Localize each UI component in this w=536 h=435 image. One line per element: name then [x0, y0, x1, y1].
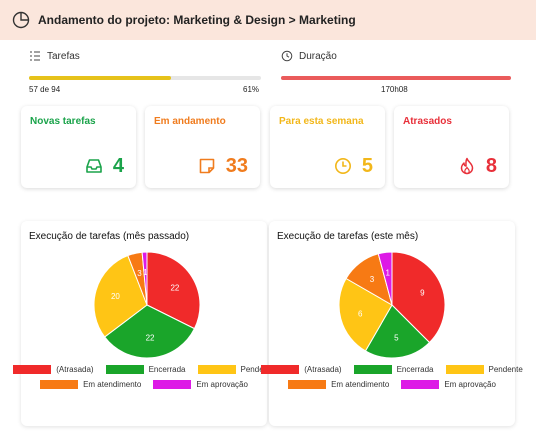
tasks-progress-text: 57 de 94	[29, 85, 61, 94]
pie-slice-label: 1	[143, 268, 148, 277]
card-this-week[interactable]: Para esta semana 5	[270, 106, 385, 188]
legend-swatch	[153, 380, 192, 389]
legend-label: (Atrasada)	[304, 365, 342, 374]
pie-chart-icon	[12, 11, 30, 29]
clock-icon	[334, 157, 352, 175]
chart-panel-this-month: Execução de tarefas (este mês) 9 5 6 3 1 (At…	[261, 221, 523, 426]
tasks-percent-text: 61%	[243, 85, 260, 94]
legend-swatch	[105, 365, 144, 374]
legend-label: Encerrada	[396, 365, 434, 374]
legend-swatch	[445, 365, 484, 374]
chart-title: Execução de tarefas (este mês)	[277, 231, 419, 242]
legend-item-encerrada[interactable]: Encerrada	[353, 365, 434, 374]
pie-slice-label: 3	[370, 275, 375, 284]
legend-item-em-atendimento[interactable]: Em atendimento	[288, 380, 389, 389]
legend-swatch	[40, 380, 79, 389]
legend-label: Em aprovação	[196, 380, 248, 389]
pie-slice-emaprovação[interactable]	[377, 251, 393, 306]
card-label: Novas tarefas	[30, 116, 96, 127]
card-label: Atrasados	[403, 116, 452, 127]
pie-slice-pendente[interactable]	[93, 254, 148, 338]
legend-item-atrasada[interactable]: (Atrasada)	[261, 365, 342, 374]
tasks-progress-fill	[29, 76, 171, 80]
legend-swatch	[401, 380, 440, 389]
duration-progress-fill	[281, 76, 511, 80]
pie-slice-encerrada[interactable]	[104, 304, 196, 359]
card-count: 33	[225, 155, 248, 177]
clock-icon	[281, 50, 293, 62]
chart-legend: (Atrasada) Encerrada Pendente Em atendim…	[13, 365, 275, 395]
pie-slice-atrasada[interactable]	[391, 251, 446, 344]
card-label: Para esta semana	[279, 116, 364, 127]
card-count: 5	[361, 155, 373, 177]
pie-slice-encerrada[interactable]	[364, 304, 431, 359]
pie-slice-label: 6	[358, 310, 363, 319]
legend-swatch	[288, 380, 327, 389]
card-new-tasks[interactable]: Novas tarefas 4	[21, 106, 136, 188]
inbox-icon	[85, 157, 103, 175]
chart-legend: (Atrasada) Encerrada Pendente Em atendim…	[261, 365, 523, 395]
legend-label: Em aprovação	[444, 380, 496, 389]
chart-title: Execução de tarefas (mês passado)	[29, 231, 190, 242]
legend-label: Em atendimento	[83, 380, 142, 389]
pie-chart-this-month: 9 5 6 3 1	[338, 251, 446, 359]
tasks-progress-bar	[29, 76, 261, 80]
duration-label: Duração	[299, 50, 337, 62]
tasks-label: Tarefas	[47, 50, 80, 62]
legend-label: Pendente	[488, 365, 523, 374]
pie-slice-atrasada[interactable]	[146, 251, 201, 330]
legend-swatch	[197, 365, 236, 374]
pie-slice-label: 22	[146, 334, 155, 343]
note-icon	[198, 157, 216, 175]
chart-panel-last-month: Execução de tarefas (mês passado) 22 22 20…	[13, 221, 275, 426]
card-count: 8	[485, 155, 497, 177]
list-icon	[29, 50, 41, 62]
legend-item-em-aprovacao[interactable]: Em aprovação	[401, 380, 496, 389]
pie-slice-label: 20	[111, 292, 120, 301]
pie-chart-last-month: 22 22 20 3 1	[93, 251, 201, 359]
legend-label: Pendente	[240, 365, 275, 374]
pie-slice-label: 1	[385, 268, 390, 277]
card-overdue[interactable]: Atrasados 8	[394, 106, 509, 188]
legend-swatch	[353, 365, 392, 374]
legend-label: (Atrasada)	[56, 365, 94, 374]
pie-slice-emaprovação[interactable]	[141, 251, 148, 306]
legend-label: Encerrada	[148, 365, 186, 374]
duration-metric: Duração	[281, 50, 337, 62]
legend-swatch	[261, 365, 300, 374]
card-label: Em andamento	[154, 116, 226, 127]
page-title: Andamento do projeto: Marketing & Design…	[38, 13, 356, 27]
duration-progress-bar	[281, 76, 511, 80]
card-in-progress[interactable]: Em andamento 33	[145, 106, 260, 188]
legend-item-encerrada[interactable]: Encerrada	[105, 365, 186, 374]
legend-item-pendente[interactable]: Pendente	[445, 365, 523, 374]
legend-item-em-aprovacao[interactable]: Em aprovação	[153, 380, 248, 389]
pie-slice-label: 5	[394, 334, 399, 343]
pie-slice-label: 3	[137, 269, 142, 278]
duration-value-text: 170h08	[381, 85, 408, 94]
legend-swatch	[13, 365, 52, 374]
legend-label: Em atendimento	[331, 380, 390, 389]
card-count: 4	[112, 155, 124, 177]
legend-item-pendente[interactable]: Pendente	[197, 365, 275, 374]
page-header: Andamento do projeto: Marketing & Design…	[0, 0, 536, 40]
tasks-metric: Tarefas	[29, 50, 80, 62]
flame-icon	[458, 157, 476, 175]
legend-item-atrasada[interactable]: (Atrasada)	[13, 365, 94, 374]
legend-item-em-atendimento[interactable]: Em atendimento	[40, 380, 141, 389]
pie-slice-label: 9	[420, 288, 425, 297]
pie-slice-label: 22	[170, 284, 179, 293]
pie-slice-pendente[interactable]	[338, 277, 393, 352]
